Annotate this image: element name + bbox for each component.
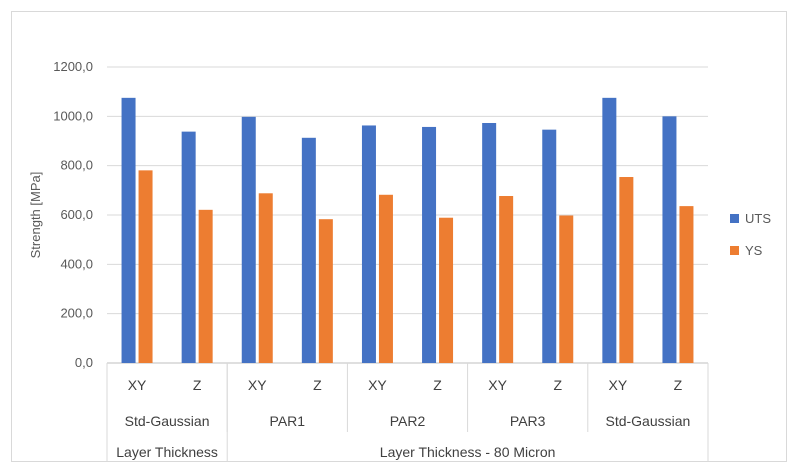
bar-uts	[241, 116, 256, 364]
group-label: PAR2	[390, 413, 426, 429]
legend-label-uts: UTS	[745, 211, 771, 226]
bar-ys	[559, 215, 574, 363]
supergroup-labels: Layer Thickness Layer Thickness - 80 Micr…	[116, 363, 709, 462]
bar-ys	[499, 196, 514, 363]
y-tick-label: 1000,0	[53, 108, 93, 123]
y-tick-label: 600,0	[60, 207, 93, 222]
group-label: Std-Gaussian	[125, 413, 210, 429]
x-tick-label: Z	[193, 377, 202, 393]
bar-ys	[138, 170, 153, 363]
bar-uts	[422, 126, 437, 363]
category-labels: XY Z XY Z XY Z XY Z XY Z	[106, 363, 683, 462]
supergroup-label: Layer Thickness	[116, 444, 218, 460]
bar-ys	[439, 217, 454, 363]
group-labels: Std-Gaussian PAR1 PAR2 PAR3 Std-Gaussian	[125, 363, 709, 432]
bar-uts	[361, 125, 376, 364]
bar-ys	[378, 194, 393, 363]
bar-uts	[181, 131, 196, 363]
supergroup-label: Layer Thickness - 80 Micron	[380, 444, 556, 460]
x-tick-label: Z	[313, 377, 322, 393]
y-tick-label: 200,0	[60, 306, 93, 321]
legend-label-ys: YS	[745, 243, 763, 258]
bar-uts	[301, 137, 316, 363]
x-tick-label: XY	[488, 377, 507, 393]
bars	[121, 97, 694, 364]
bar-uts	[602, 97, 617, 363]
x-tick-label: Z	[674, 377, 683, 393]
bar-uts	[542, 129, 557, 363]
legend: UTS YS	[730, 211, 771, 258]
legend-swatch-uts	[730, 214, 739, 223]
group-label: Std-Gaussian	[605, 413, 690, 429]
bar-ys	[619, 177, 634, 363]
x-tick-label: XY	[609, 377, 628, 393]
bar-uts	[662, 116, 677, 363]
x-tick-label: XY	[128, 377, 147, 393]
x-tick-label: Z	[553, 377, 562, 393]
y-tick-label: 400,0	[60, 256, 93, 271]
y-tick-label: 1200,0	[53, 59, 93, 74]
bar-uts	[121, 97, 136, 363]
bar-ys	[258, 193, 273, 363]
bar-ys	[679, 206, 694, 363]
x-tick-label: Z	[433, 377, 442, 393]
y-tick-labels: 0,0 200,0 400,0 600,0 800,0 1000,0 1200,0	[53, 59, 93, 370]
bar-ys	[198, 209, 213, 363]
y-tick-label: 0,0	[75, 355, 93, 370]
x-tick-label: XY	[248, 377, 267, 393]
bar-uts	[482, 122, 497, 363]
gridlines	[107, 66, 708, 364]
group-label: PAR1	[270, 413, 306, 429]
y-tick-label: 800,0	[60, 158, 93, 173]
y-axis-title: Strength [MPa]	[28, 172, 43, 259]
x-tick-label: XY	[368, 377, 387, 393]
legend-swatch-ys	[730, 246, 739, 255]
bar-ys	[318, 219, 333, 363]
group-label: PAR3	[510, 413, 546, 429]
